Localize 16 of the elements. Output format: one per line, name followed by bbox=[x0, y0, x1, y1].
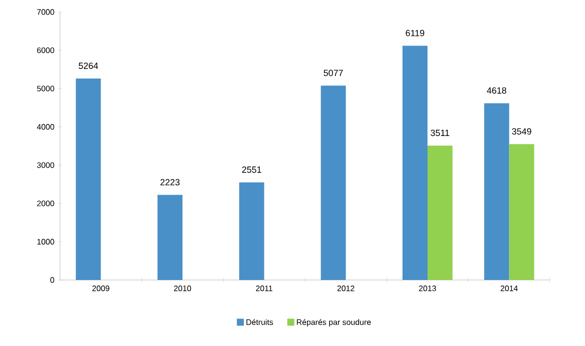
bar bbox=[158, 194, 182, 280]
data-label: 3511 bbox=[430, 130, 450, 136]
bar bbox=[76, 78, 101, 280]
bar bbox=[320, 86, 346, 280]
data-label: 5077 bbox=[324, 70, 343, 76]
data-label: 6119 bbox=[406, 30, 424, 36]
bar bbox=[509, 144, 534, 280]
data-label: 3549 bbox=[512, 128, 532, 135]
bar bbox=[402, 46, 428, 280]
data-label: 5264 bbox=[78, 62, 98, 69]
bar bbox=[239, 182, 264, 280]
data-label: 4618 bbox=[486, 87, 506, 94]
data-label: 2551 bbox=[242, 166, 262, 173]
bar bbox=[428, 146, 452, 280]
data-label: 2223 bbox=[160, 179, 180, 186]
bar bbox=[484, 103, 510, 280]
